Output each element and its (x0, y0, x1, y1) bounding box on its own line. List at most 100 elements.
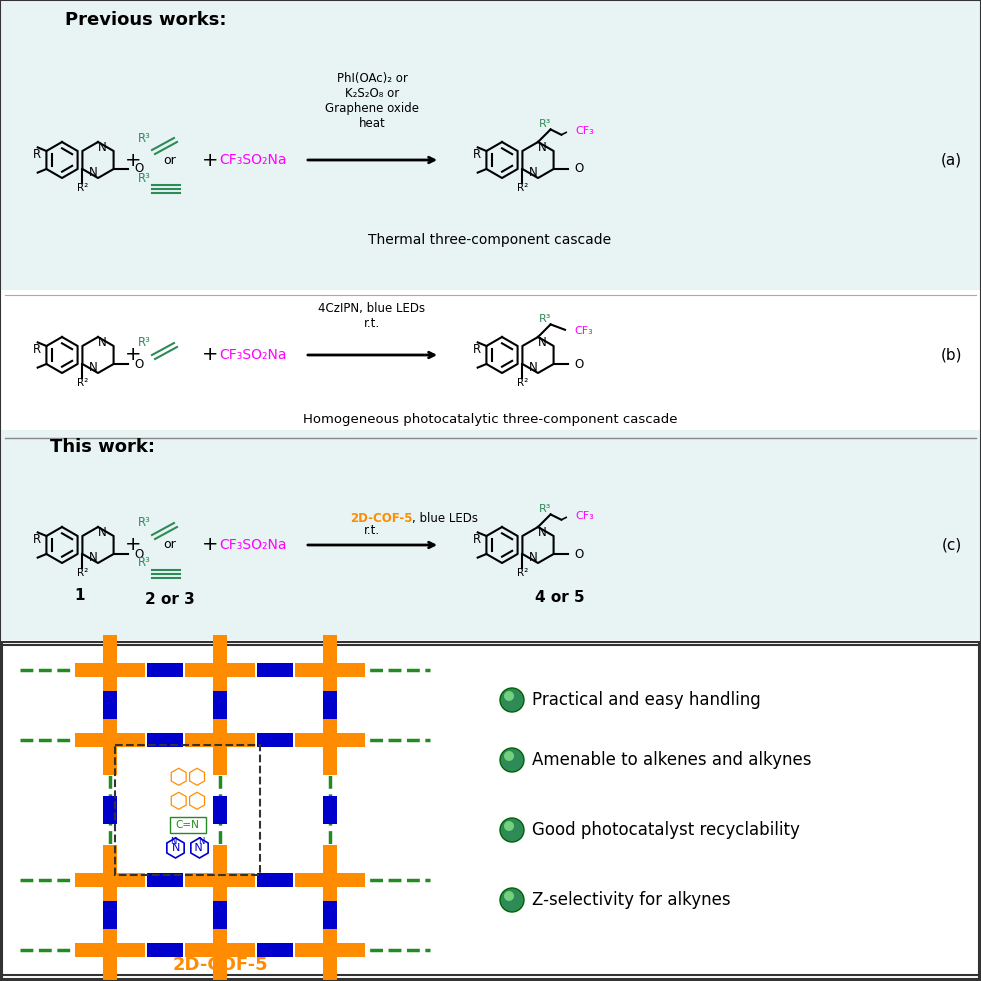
Text: R: R (473, 533, 481, 546)
Text: N    N: N N (172, 843, 203, 853)
Text: Homogeneous photocatalytic three-component cascade: Homogeneous photocatalytic three-compone… (303, 414, 677, 427)
Text: Z-selectivity for alkynes: Z-selectivity for alkynes (532, 891, 731, 909)
Bar (0, 0, 981, 290)
Bar (75, 733, 145, 747)
Bar (323, 901, 337, 929)
Bar (323, 796, 337, 824)
Text: (b): (b) (941, 347, 962, 363)
Text: O: O (134, 163, 143, 176)
Bar (295, 943, 365, 957)
Bar (2, 642, 979, 979)
Text: N: N (539, 336, 546, 349)
Text: r.t.: r.t. (364, 524, 380, 537)
Text: R³: R³ (137, 556, 150, 570)
Bar (323, 915, 337, 981)
Circle shape (504, 751, 514, 761)
Text: N: N (529, 166, 538, 180)
Bar (295, 873, 365, 887)
Circle shape (500, 688, 524, 712)
Text: Amenable to alkenes and alkynes: Amenable to alkenes and alkynes (532, 751, 811, 769)
Bar (213, 796, 227, 824)
Text: CF₃SO₂Na: CF₃SO₂Na (219, 153, 286, 167)
Bar (185, 733, 255, 747)
Bar (323, 691, 337, 719)
Text: 4 or 5: 4 or 5 (536, 590, 585, 604)
Text: R³: R³ (539, 119, 551, 129)
Bar (103, 705, 117, 775)
Text: (a): (a) (941, 152, 962, 168)
Text: R: R (33, 343, 41, 356)
Text: CF₃: CF₃ (574, 326, 593, 336)
Text: C=N: C=N (176, 820, 199, 830)
Bar (213, 845, 227, 915)
Text: 2D-COF-5: 2D-COF-5 (173, 956, 268, 974)
Circle shape (504, 891, 514, 901)
Text: Good photocatalyst recyclability: Good photocatalyst recyclability (532, 821, 800, 839)
Bar (75, 873, 145, 887)
Text: O: O (574, 163, 584, 176)
Bar (2, 645, 979, 975)
Text: CF₃SO₂Na: CF₃SO₂Na (219, 538, 286, 552)
Text: +: + (125, 150, 141, 170)
Bar (103, 691, 117, 719)
Bar (103, 796, 117, 824)
Text: or: or (164, 153, 177, 167)
Text: R²: R² (517, 182, 528, 193)
Bar (103, 635, 117, 705)
Text: R³: R³ (539, 504, 551, 514)
Text: R: R (473, 343, 481, 356)
Bar (257, 943, 293, 957)
Bar (147, 733, 183, 747)
Text: O: O (574, 547, 584, 560)
Text: , blue LEDs: , blue LEDs (412, 512, 478, 525)
Text: +: + (125, 536, 141, 554)
Bar (185, 663, 255, 677)
Text: +: + (202, 150, 218, 170)
Text: or: or (164, 539, 177, 551)
Bar (257, 873, 293, 887)
Text: O: O (574, 357, 584, 371)
Text: N: N (89, 166, 98, 180)
Bar (185, 873, 255, 887)
Text: N: N (171, 837, 177, 846)
Text: (c): (c) (942, 538, 962, 552)
Bar (103, 901, 117, 929)
Bar (147, 663, 183, 677)
Text: R²: R² (77, 182, 88, 193)
Text: R²: R² (517, 378, 528, 387)
Text: N: N (89, 551, 98, 564)
Text: 4CzIPN, blue LEDs
r.t.: 4CzIPN, blue LEDs r.t. (319, 302, 426, 330)
Bar (213, 635, 227, 705)
Text: Thermal three-component cascade: Thermal three-component cascade (369, 233, 611, 247)
Bar (0, 460, 981, 640)
Circle shape (500, 888, 524, 912)
Bar (323, 705, 337, 775)
Text: R²: R² (77, 378, 88, 387)
Text: +: + (202, 345, 218, 365)
Text: ⬡⬡
⬡⬡: ⬡⬡ ⬡⬡ (168, 768, 207, 811)
Text: R³: R³ (137, 517, 150, 530)
Text: R³: R³ (137, 131, 150, 144)
Bar (0, 430, 981, 460)
Bar (147, 943, 183, 957)
Text: R: R (473, 148, 481, 161)
Bar (323, 845, 337, 915)
Text: R³: R³ (539, 314, 551, 324)
Text: R²: R² (517, 568, 528, 578)
Bar (75, 943, 145, 957)
Circle shape (500, 818, 524, 842)
Bar (185, 943, 255, 957)
Circle shape (504, 821, 514, 831)
Text: Previous works:: Previous works: (65, 11, 227, 29)
Bar (0, 0, 981, 32)
Bar (213, 705, 227, 775)
Text: O: O (134, 547, 143, 560)
Text: 2 or 3: 2 or 3 (145, 593, 195, 607)
Text: CF₃: CF₃ (576, 511, 594, 521)
Text: R²: R² (77, 568, 88, 578)
Text: N: N (198, 837, 205, 846)
Text: N: N (539, 526, 546, 539)
Bar (170, 817, 205, 833)
Bar (115, 745, 260, 875)
Bar (257, 733, 293, 747)
